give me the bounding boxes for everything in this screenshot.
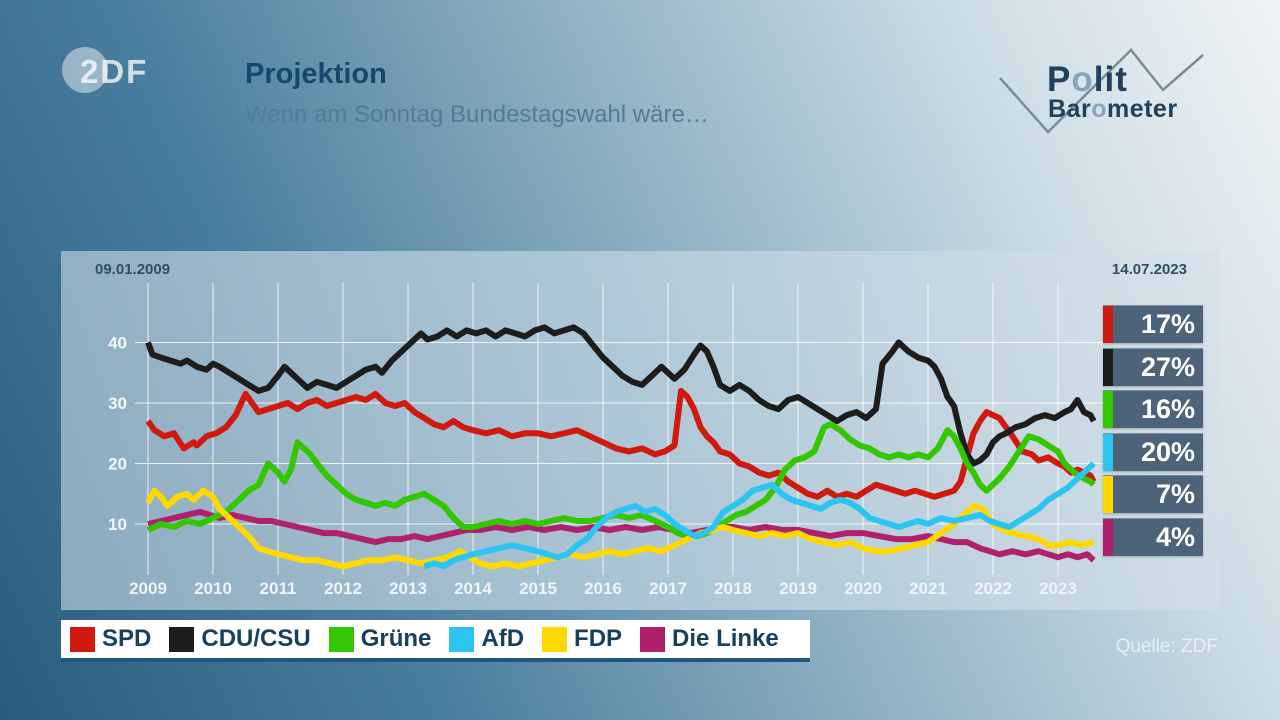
legend-item-cdu-csu: CDU/CSU	[169, 625, 311, 653]
chart-panel	[61, 251, 1220, 610]
legend-label: AfD	[481, 625, 525, 652]
legend-item-spd: SPD	[70, 625, 151, 653]
chart-end-date: 14.07.2023	[1111, 261, 1187, 278]
result-value: 17%	[1140, 309, 1195, 339]
legend-swatch	[328, 626, 354, 652]
zigzag-line-icon	[999, 48, 1204, 134]
legend-item-fdp: FDP	[542, 625, 622, 653]
result-box-gr-ne: 16%	[1103, 390, 1203, 428]
result-color-tab	[1103, 391, 1113, 428]
page-title: Projektion	[245, 58, 387, 90]
result-value: 20%	[1140, 436, 1195, 467]
legend-label: SPD	[102, 625, 152, 652]
politbarometer-logo-line1: Polit	[1047, 60, 1128, 99]
legend-swatch	[640, 626, 666, 652]
legend-label: Die Linke	[672, 625, 779, 652]
result-value: 4%	[1155, 521, 1195, 552]
legend-swatch	[70, 626, 95, 652]
page-subtitle: Wenn am Sonntag Bundestagswahl wäre…	[245, 101, 709, 128]
result-box-fdp: 7%	[1103, 475, 1203, 513]
legend-item-afd: AfD	[449, 625, 524, 653]
politbarometer-logo-line2: Barometer	[1048, 95, 1178, 123]
result-box-spd: 17%	[1103, 305, 1203, 343]
legend-item-gr-ne: Grüne	[328, 625, 432, 653]
legend-item-die-linke: Die Linke	[640, 625, 779, 653]
chart-start-date: 09.01.2009	[95, 261, 171, 278]
legend-bar: SPD CDU/CSU Grüne AfD FDP Die Linke	[61, 620, 810, 662]
zdf-logo-icon	[62, 47, 108, 93]
zdf-logo-text: 2DF	[80, 53, 149, 90]
result-value: 16%	[1140, 394, 1195, 424]
source-credit: Quelle: ZDF	[1115, 636, 1218, 657]
legend-swatch	[169, 626, 195, 652]
result-value: 7%	[1155, 479, 1195, 509]
result-color-tab	[1103, 348, 1113, 386]
result-color-tab	[1103, 306, 1113, 343]
legend-swatch	[542, 626, 568, 652]
result-color-tab	[1103, 518, 1113, 556]
legend-swatch	[449, 626, 475, 652]
result-box-afd: 20%	[1103, 432, 1203, 471]
result-color-tab	[1103, 433, 1113, 471]
legend-label: FDP	[574, 625, 623, 652]
result-value: 27%	[1140, 351, 1195, 382]
politbarometer-logo: Polit Barometer	[985, 40, 1225, 150]
result-box-die-linke: 4%	[1103, 517, 1203, 556]
legend-label: Grüne	[360, 625, 432, 652]
result-box-cdu-csu: 27%	[1103, 347, 1203, 386]
result-color-tab	[1103, 476, 1113, 513]
legend-label: CDU/CSU	[201, 625, 311, 652]
